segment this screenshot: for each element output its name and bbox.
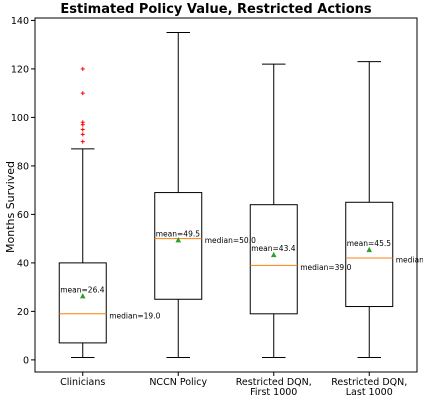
y-tick-label: 0 <box>23 355 29 366</box>
mean-marker <box>270 251 277 258</box>
outlier-point <box>80 132 85 137</box>
y-tick-label: 60 <box>17 210 29 221</box>
x-tick-label: Clinicians <box>60 377 105 388</box>
y-tick-label: 80 <box>17 161 29 172</box>
outlier-point <box>80 127 85 132</box>
median-annotation: median=42.0 <box>396 256 423 265</box>
x-tick-label: Last 1000 <box>346 387 393 398</box>
mean-annotation: mean=43.4 <box>251 244 295 253</box>
iqr-box <box>345 201 394 308</box>
y-tick-label: 100 <box>11 113 29 124</box>
y-axis-label: Months Survived <box>4 161 17 253</box>
mean-annotation: mean=26.4 <box>60 285 104 294</box>
outlier-point <box>80 91 85 96</box>
mean-marker <box>175 237 182 243</box>
x-tick-label: Restricted DQN, <box>331 377 407 388</box>
y-tick-label: 40 <box>17 258 29 269</box>
iqr-box <box>58 262 107 344</box>
median-annotation: median=50.0 <box>205 236 256 245</box>
plot-frame <box>34 17 418 373</box>
x-tick-label: First 1000 <box>250 387 297 398</box>
outlier-point <box>80 120 85 125</box>
mean-marker <box>79 293 86 299</box>
outlier-point <box>80 66 85 71</box>
y-tick-label: 120 <box>11 64 29 75</box>
median-annotation: median=19.0 <box>109 311 160 320</box>
outlier-point <box>80 139 85 144</box>
median-annotation: median=39.0 <box>300 263 351 272</box>
y-tick-label: 20 <box>17 307 29 318</box>
chart-title: Estimated Policy Value, Restricted Actio… <box>60 2 372 17</box>
x-tick-label: NCCN Policy <box>149 377 207 388</box>
y-tick-label: 140 <box>11 16 29 27</box>
mean-marker <box>366 246 373 253</box>
iqr-box <box>154 192 203 300</box>
x-tick-label: Restricted DQN, <box>236 377 312 388</box>
mean-annotation: mean=49.5 <box>156 229 200 238</box>
mean-annotation: mean=45.5 <box>347 239 391 248</box>
iqr-box <box>249 204 298 315</box>
